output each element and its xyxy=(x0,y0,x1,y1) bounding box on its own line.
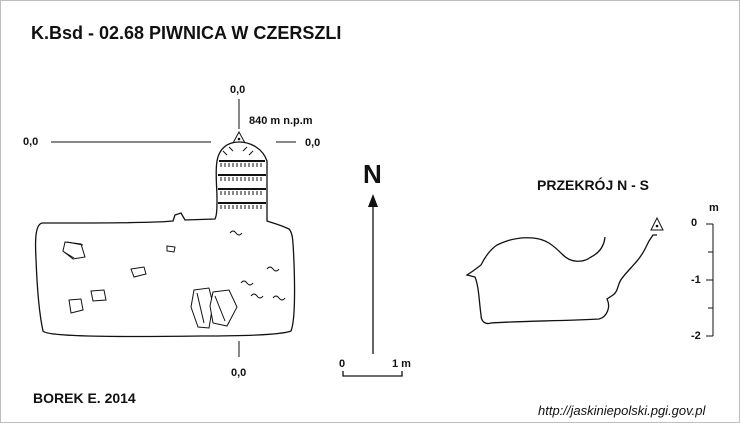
author-credit: BOREK E. 2014 xyxy=(33,390,136,406)
scale-end-label: 1 m xyxy=(392,358,411,370)
section-title: PRZEKRÓJ N - S xyxy=(537,177,650,193)
depth-tick-2: -2 xyxy=(691,330,701,342)
source-link[interactable]: http://jaskiniepolski.pgi.gov.pl xyxy=(538,403,706,418)
depth-tick-0: 0 xyxy=(691,217,698,229)
depth-unit-label: m xyxy=(709,202,719,214)
page-title: K.Bsd - 02.68 PIWNICA W CZERSZLI xyxy=(31,23,342,43)
boulders xyxy=(62,241,238,329)
north-arrow xyxy=(368,194,378,354)
section-entrance-marker xyxy=(650,216,664,231)
scale-start-label: 0 xyxy=(339,358,346,370)
sediment-marks xyxy=(229,230,286,301)
datum-label-right: 0,0 xyxy=(305,137,321,149)
cave-plan-outline xyxy=(34,141,296,338)
depth-ruler xyxy=(706,223,714,337)
scale-bar xyxy=(342,371,403,377)
entrance-shaft-hatching xyxy=(220,146,262,209)
datum-label-top: 0,0 xyxy=(230,84,246,96)
depth-tick-1: -1 xyxy=(691,274,701,286)
north-label: N xyxy=(363,159,382,189)
cross-section-outline xyxy=(465,234,657,325)
altitude-label: 840 m n.p.m xyxy=(249,115,313,127)
datum-label-left: 0,0 xyxy=(23,136,39,148)
entrance-shaft-steps xyxy=(218,160,266,204)
datum-label-bottom: 0,0 xyxy=(231,367,247,379)
